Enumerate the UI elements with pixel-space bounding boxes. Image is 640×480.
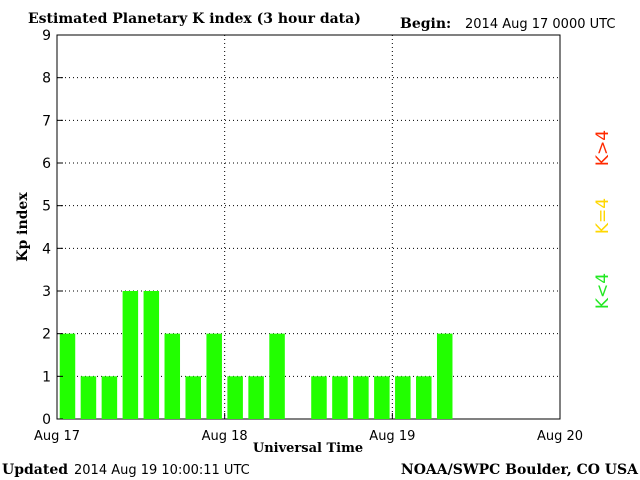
kp-bar bbox=[248, 376, 264, 419]
updated-label: Updated bbox=[2, 462, 68, 478]
kp-bar bbox=[101, 376, 118, 419]
kp-bar bbox=[311, 376, 327, 419]
plot-frame bbox=[56, 34, 561, 420]
x-tick-label: Aug 20 bbox=[537, 429, 583, 444]
begin-label: Begin: bbox=[400, 16, 451, 32]
kp-bar bbox=[416, 376, 432, 419]
kp-bar bbox=[122, 291, 139, 419]
kp-bar bbox=[80, 376, 97, 419]
kp-bar bbox=[374, 376, 390, 419]
legend: K>4 K=4 K<4 bbox=[593, 130, 613, 309]
y-tick-label: 4 bbox=[42, 241, 51, 257]
x-tick-label: Aug 18 bbox=[202, 429, 248, 444]
kp-bar bbox=[59, 333, 76, 419]
y-tick-label: 7 bbox=[42, 113, 51, 129]
chart-title: Estimated Planetary K index (3 hour data… bbox=[28, 11, 361, 27]
legend-k-eq-4: K=4 bbox=[593, 198, 613, 234]
x-tick-label: Aug 19 bbox=[369, 429, 415, 444]
grid-lines bbox=[57, 35, 560, 419]
updated-value: 2014 Aug 19 10:00:11 UTC bbox=[74, 463, 250, 478]
kp-bar bbox=[395, 376, 411, 419]
legend-k-lt-4: K<4 bbox=[593, 273, 613, 309]
kp-bar bbox=[185, 376, 201, 419]
x-tick-label: Aug 17 bbox=[34, 429, 80, 444]
y-axis-label: Kp index bbox=[15, 192, 31, 262]
kp-bar bbox=[436, 333, 453, 419]
y-tick-label: 0 bbox=[42, 412, 51, 428]
x-axis-label: Universal Time bbox=[253, 441, 363, 456]
x-axis-ticks: Aug 17 Aug 18 Aug 19 Aug 20 bbox=[34, 413, 583, 444]
source-label: NOAA/SWPC Boulder, CO USA bbox=[401, 462, 639, 478]
kp-bar bbox=[143, 291, 160, 419]
begin-value: 2014 Aug 17 0000 UTC bbox=[465, 17, 615, 32]
y-tick-label: 2 bbox=[42, 327, 51, 343]
kp-bar bbox=[353, 376, 369, 419]
kp-bar bbox=[164, 333, 181, 419]
y-tick-label: 6 bbox=[42, 156, 51, 172]
y-tick-label: 5 bbox=[42, 199, 51, 215]
y-tick-label: 8 bbox=[42, 71, 51, 87]
bars bbox=[59, 291, 453, 419]
y-axis-ticks: 0 1 2 3 4 5 6 7 8 9 bbox=[42, 28, 63, 428]
kp-bar bbox=[332, 376, 348, 419]
y-tick-label: 1 bbox=[42, 369, 51, 385]
kp-bar bbox=[269, 333, 285, 419]
kp-bar bbox=[227, 376, 243, 419]
legend-k-gt-4: K>4 bbox=[593, 130, 613, 166]
y-tick-label: 3 bbox=[42, 284, 51, 300]
kp-bar bbox=[206, 333, 222, 419]
y-tick-label: 9 bbox=[42, 28, 51, 44]
